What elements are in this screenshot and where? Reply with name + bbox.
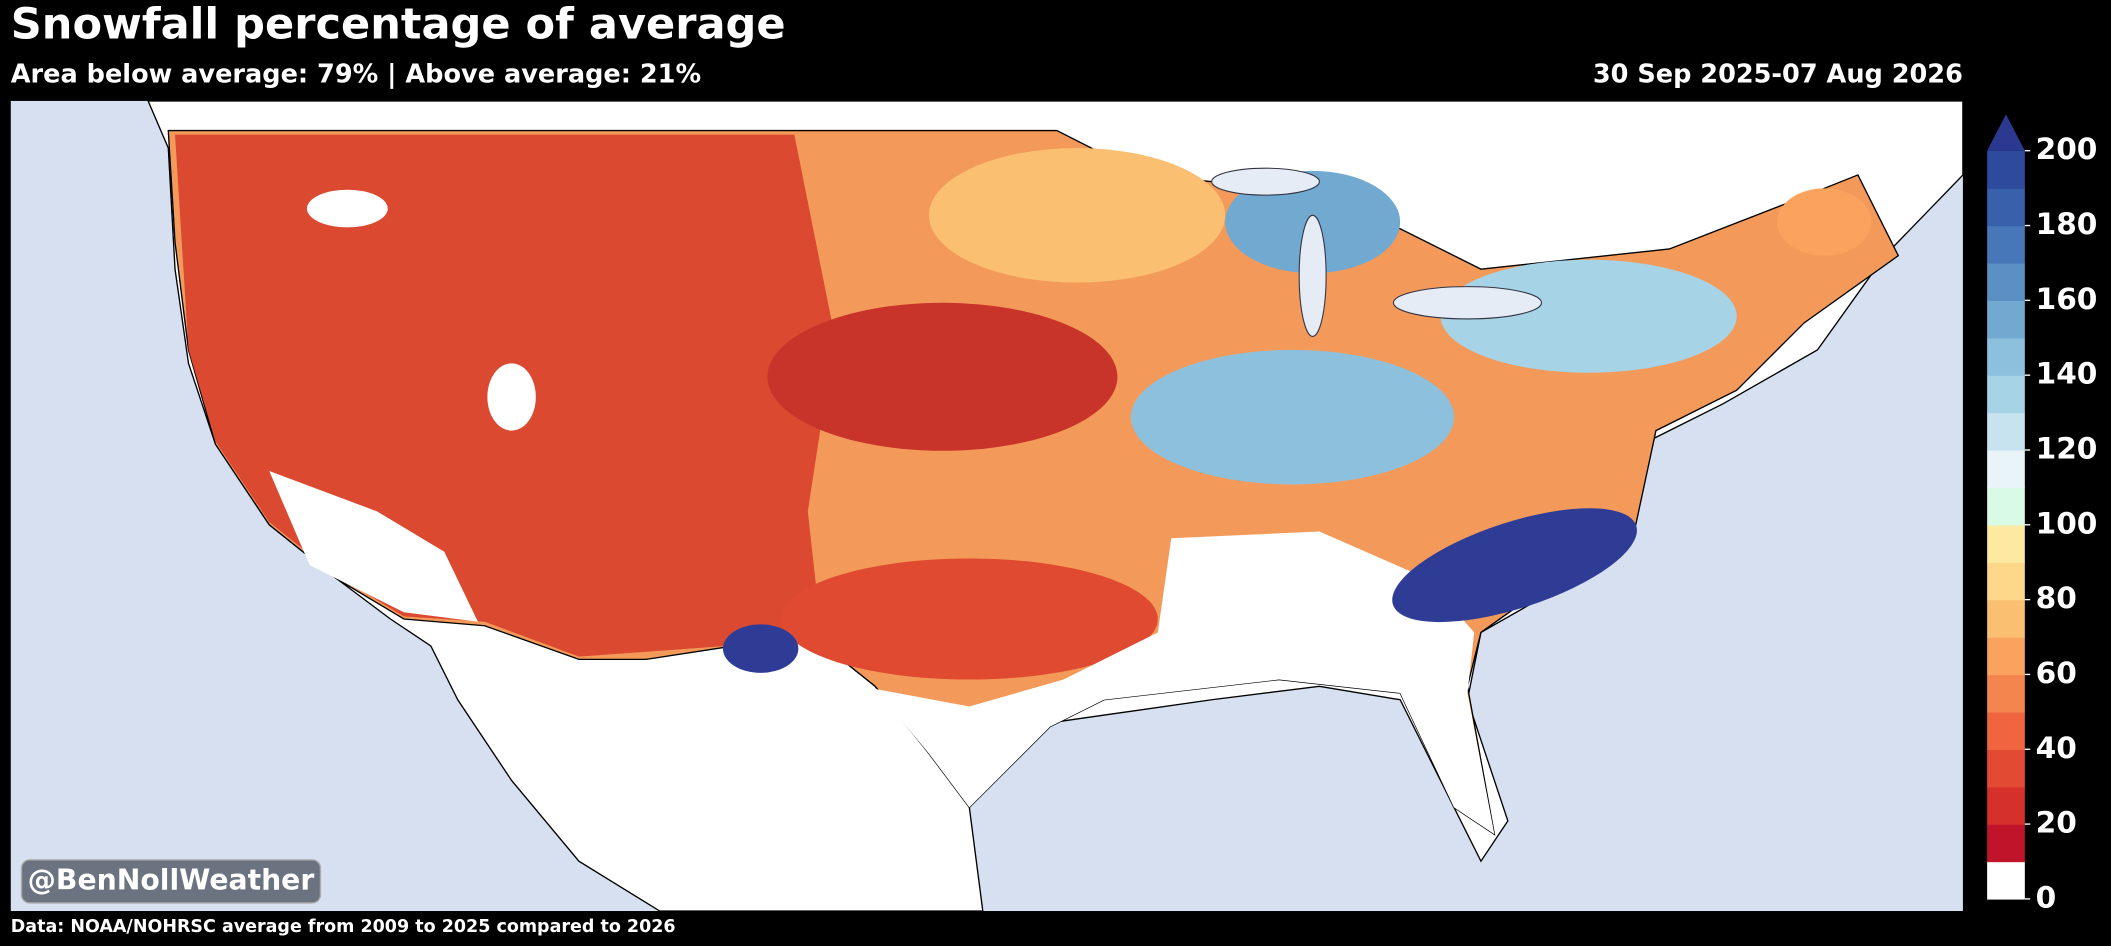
colorbar-tick-label: 100 (2036, 506, 2098, 540)
map (10, 100, 1964, 912)
colorbar-tick-label: 140 (2036, 357, 2098, 391)
colorbar-tick-label: 80 (2036, 581, 2077, 615)
date-range: 30 Sep 2025-07 Aug 2026 (1593, 59, 1963, 89)
colorbar-segment (1987, 262, 2025, 302)
southeast-surplus (1392, 508, 1637, 623)
footer: Data: NOAA/NOHRSC average from 2009 to 2… (11, 917, 676, 937)
colorbar-tick-label: 200 (2036, 132, 2098, 166)
watermark-box (20, 859, 322, 904)
lake-superior (1211, 167, 1320, 196)
colorbar-segment (1987, 861, 2025, 900)
colorbar-segment (1987, 524, 2025, 563)
colorbar-segment (1987, 824, 2025, 863)
lake-erie (1392, 286, 1543, 320)
colorbar-segment (1987, 562, 2025, 601)
colorbar-segment (1987, 637, 2025, 676)
colorbar-segment (1987, 300, 2025, 339)
watermark: @BenNollWeather (28, 863, 315, 896)
colorbar-segment (1987, 487, 2025, 526)
colorbar-segment (1987, 150, 2025, 189)
colorbar-tick-label: 20 (2036, 806, 2077, 840)
colorbar-tick-label: 160 (2036, 282, 2098, 316)
subtitle: Area below average: 79% | Above average:… (11, 59, 701, 89)
plains-deficit (767, 302, 1118, 451)
colorbar-segment (1987, 225, 2025, 264)
colorbar-segment (1987, 711, 2025, 750)
colorbar-segment (1987, 412, 2025, 451)
no-data-area (306, 189, 388, 228)
colorbar-segment (1987, 375, 2025, 414)
colorbar: 0 20 40 60 80 100 120 140 160 180 200 (1987, 114, 2097, 914)
colorbar-tick-label: 120 (2036, 431, 2098, 465)
midwest-surplus (1130, 349, 1455, 485)
texas-deficit (780, 558, 1158, 680)
colorbar-segment (1987, 449, 2025, 489)
colorbar-tick-label: 180 (2036, 207, 2098, 241)
colorbar-segment (1987, 786, 2025, 825)
no-data-area (487, 363, 536, 431)
colorbar-extension (1987, 114, 2025, 151)
colorbar-segment (1987, 749, 2025, 788)
texas-surplus (722, 624, 799, 673)
colorbar-segment (1987, 337, 2025, 376)
colorbar-tick-label: 40 (2036, 731, 2077, 765)
colorbar-tick-label: 0 (2036, 880, 2057, 914)
maine (1777, 188, 1872, 256)
north-plains (928, 148, 1226, 283)
southwest-no-snow (269, 470, 478, 622)
northeast-surplus (1440, 259, 1737, 373)
colorbar-segment (1987, 188, 2025, 227)
title: Snowfall percentage of average (11, 0, 786, 49)
colorbar-segment (1987, 674, 2025, 713)
colorbar-tick-label: 60 (2036, 656, 2077, 690)
colorbar-segment (1987, 599, 2025, 638)
gulf-no-snow (875, 531, 1495, 835)
lake-michigan (1298, 214, 1327, 337)
